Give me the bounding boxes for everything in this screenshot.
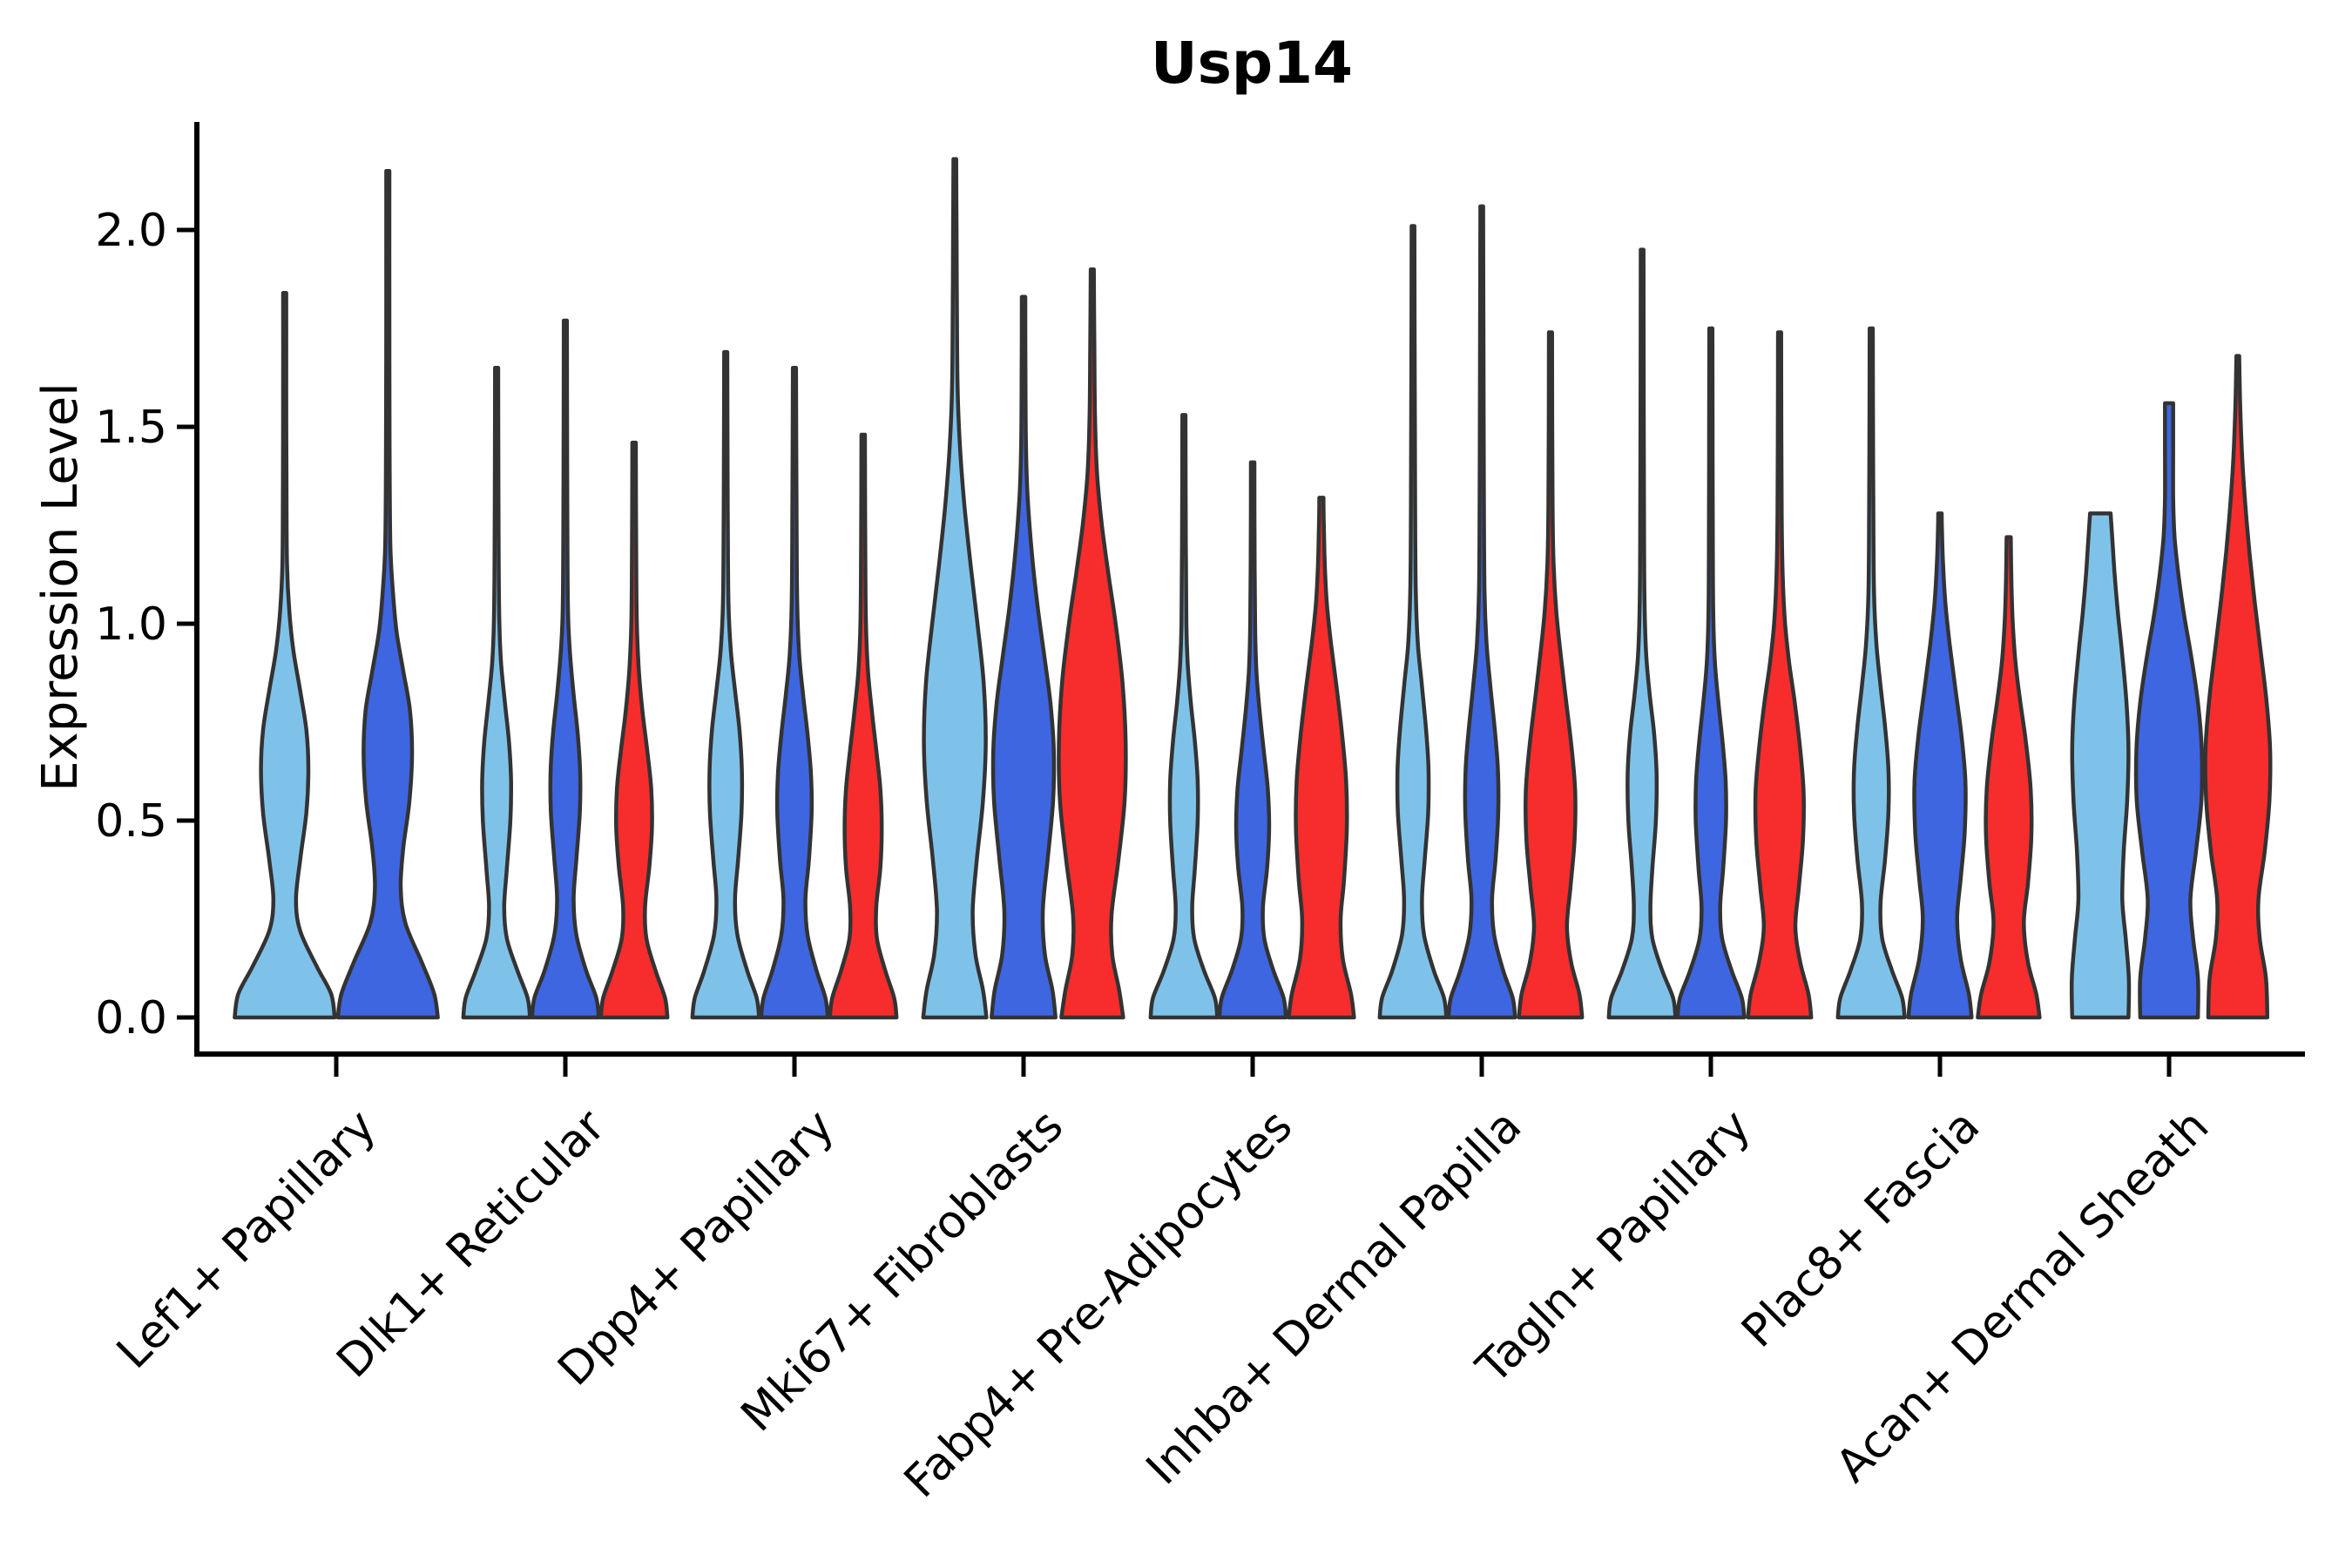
violin-dpp4-papillary-light-blue [690,349,761,1020]
violin-dlk1-reticular-royal-blue [530,318,601,1020]
violin-mki67-fibroblasts-light-blue [921,157,989,1020]
violin-fabp4-pre-adipocytes-royal-blue [1217,460,1288,1020]
y-axis-label: Expression Level [32,382,89,792]
violin-tagln-papillary-light-blue [1606,247,1678,1020]
violin-inhba-dermal-papilla-royal-blue [1446,204,1517,1020]
violin-plac8-fascia-red [1976,535,2042,1020]
violin-dlk1-reticular-light-blue [461,365,532,1020]
violin-fabp4-pre-adipocytes-light-blue [1148,413,1220,1020]
y-tick-label: 0.5 [95,795,167,848]
y-tick-label: 2.0 [95,205,167,257]
violin-tagln-papillary-red [1746,330,1814,1020]
violin-dlk1-reticular-red [598,440,670,1020]
y-tick-label: 1.0 [95,598,167,651]
violin-mki67-fibroblasts-royal-blue [990,294,1058,1020]
violin-inhba-dermal-papilla-light-blue [1377,224,1449,1020]
violin-acan-dermal-sheath-red [2203,354,2273,1020]
violin-dpp4-papillary-royal-blue [759,365,830,1020]
violin-inhba-dermal-papilla-red [1517,330,1585,1020]
violin-fabp4-pre-adipocytes-red [1287,496,1356,1020]
violin-lef1-papillary-royal-blue [335,168,440,1020]
violin-lef1-papillary-light-blue [233,291,337,1020]
violin-acan-dermal-sheath-royal-blue [2133,401,2205,1020]
violin-series [233,157,2273,1020]
violin-mki67-fibroblasts-red [1057,267,1128,1020]
chart-title: Usp14 [1151,30,1353,97]
axes [177,122,2305,1077]
violin-dpp4-papillary-red [828,432,899,1020]
violin-tagln-papillary-royal-blue [1675,326,1747,1020]
violin-plac8-fascia-light-blue [1835,326,1907,1020]
violin-acan-dermal-sheath-light-blue [2069,511,2132,1020]
violin-plac8-fascia-royal-blue [1906,511,1974,1020]
y-tick-label: 0.0 [95,992,167,1044]
y-tick-label: 1.5 [95,402,167,454]
